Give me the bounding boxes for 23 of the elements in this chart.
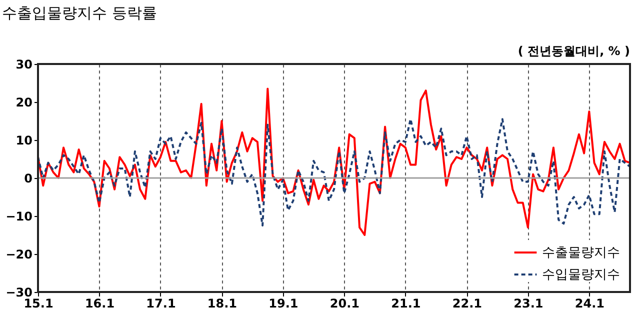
y-tick-label: −20	[6, 248, 32, 262]
y-tick-label: −10	[6, 210, 32, 224]
chart-title: 수출입물량지수 등락률	[2, 4, 157, 22]
x-tick-label: 19.1	[268, 296, 298, 310]
x-tick-label: 22.1	[452, 296, 482, 310]
x-tick-label: 24.1	[574, 296, 604, 310]
y-tick-label: 0	[24, 172, 32, 186]
x-tick-label: 18.1	[207, 296, 238, 310]
y-tick-label: −30	[6, 286, 32, 300]
x-tick-label: 23.1	[514, 296, 544, 310]
legend-label: 수출물량지수	[542, 246, 620, 260]
x-tick-label: 20.1	[330, 296, 360, 310]
y-tick-label: 10	[16, 134, 32, 148]
x-tick-label: 15.1	[24, 296, 54, 310]
y-tick-label: 30	[16, 58, 32, 72]
x-tick-label: 16.1	[84, 296, 115, 310]
line-series	[37, 88, 631, 236]
line-series	[37, 118, 631, 226]
y-tick-label: 20	[16, 96, 32, 110]
text: ( 전년동월대비, % )	[518, 44, 630, 58]
x-tick-label: 17.1	[146, 296, 176, 310]
x-tick-label: 21.1	[391, 296, 421, 310]
legend-label: 수입물량지수	[542, 268, 620, 282]
